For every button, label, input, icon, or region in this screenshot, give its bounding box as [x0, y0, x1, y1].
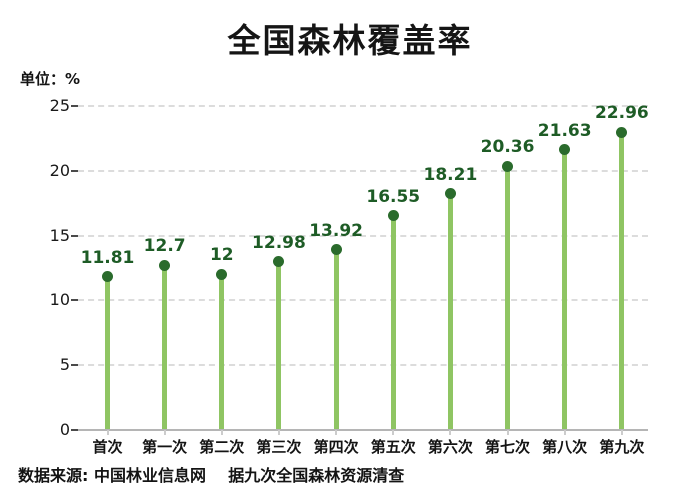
dot	[387, 210, 399, 221]
value-label: 12.98	[252, 232, 306, 253]
x-tick-label: 第二次	[199, 438, 245, 456]
y-tick-label: 5	[59, 355, 70, 375]
y-axis-tick	[71, 105, 78, 107]
y-axis-tick	[71, 234, 78, 237]
gridline	[78, 234, 648, 237]
source-note: 数据来源: 中国林业信息网 据九次全国森林资源清查	[18, 466, 405, 485]
dot	[273, 256, 285, 268]
x-axis-category-tick	[277, 430, 280, 435]
stem	[162, 265, 168, 429]
x-tick-label: 第五次	[370, 438, 416, 456]
gridline	[78, 364, 648, 367]
stem	[619, 132, 625, 429]
dot	[216, 268, 228, 280]
x-tick-label: 第九次	[599, 438, 645, 456]
dot	[444, 188, 456, 200]
value-label: 16.55	[366, 186, 421, 207]
stem	[219, 274, 225, 429]
value-label: 12.7	[143, 236, 186, 257]
x-tick-label: 第四次	[313, 438, 359, 456]
y-tick-label: 10	[49, 290, 70, 310]
x-tick-label: 第一次	[142, 438, 188, 456]
dot	[330, 244, 342, 256]
gridline	[78, 169, 648, 172]
y-tick-label: 15	[49, 225, 70, 245]
x-axis-category-tick	[506, 430, 509, 435]
stem	[390, 215, 396, 429]
value-label: 11.81	[80, 247, 135, 268]
gridline	[78, 105, 648, 107]
x-axis-category-tick	[449, 430, 452, 435]
x-axis-category-tick	[106, 430, 109, 435]
x-tick-label: 首次	[92, 438, 123, 456]
unit-label: 单位：%	[20, 70, 81, 88]
y-tick-label: 0	[59, 420, 70, 439]
stem	[105, 276, 110, 429]
value-label: 22.96	[594, 103, 649, 124]
y-axis-tick	[71, 169, 78, 172]
stem	[505, 166, 511, 429]
stem	[333, 249, 339, 429]
x-axis-category-tick	[335, 430, 338, 435]
x-axis-line	[78, 429, 648, 431]
dot	[159, 259, 171, 271]
x-tick-label: 第六次	[427, 438, 473, 456]
gridline	[78, 299, 648, 302]
value-label: 21.63	[537, 120, 592, 141]
y-tick-label: 20	[49, 160, 70, 180]
value-label: 12	[209, 245, 234, 266]
dot	[616, 126, 628, 138]
x-axis-category-tick	[220, 430, 223, 435]
x-tick-label: 第七次	[485, 438, 531, 456]
y-axis-tick	[71, 364, 78, 367]
stem	[562, 149, 568, 429]
x-axis-category-tick	[563, 430, 566, 435]
x-tick-label: 第三次	[256, 438, 302, 456]
y-axis-tick	[71, 299, 78, 302]
x-axis-category-tick	[620, 430, 623, 435]
value-label: 13.92	[309, 220, 363, 241]
value-label: 20.36	[480, 137, 535, 158]
y-axis-tick	[71, 429, 78, 431]
chart-title: 全国森林覆盖率	[227, 21, 473, 60]
x-axis-category-tick	[163, 430, 166, 435]
stem	[447, 193, 453, 429]
dot	[559, 144, 571, 156]
x-axis-category-tick	[392, 430, 395, 435]
stem	[276, 261, 282, 429]
x-tick-label: 第八次	[542, 438, 588, 456]
dot	[102, 271, 113, 283]
value-label: 18.21	[423, 164, 478, 185]
dot	[502, 160, 514, 172]
y-tick-label: 25	[49, 96, 70, 115]
